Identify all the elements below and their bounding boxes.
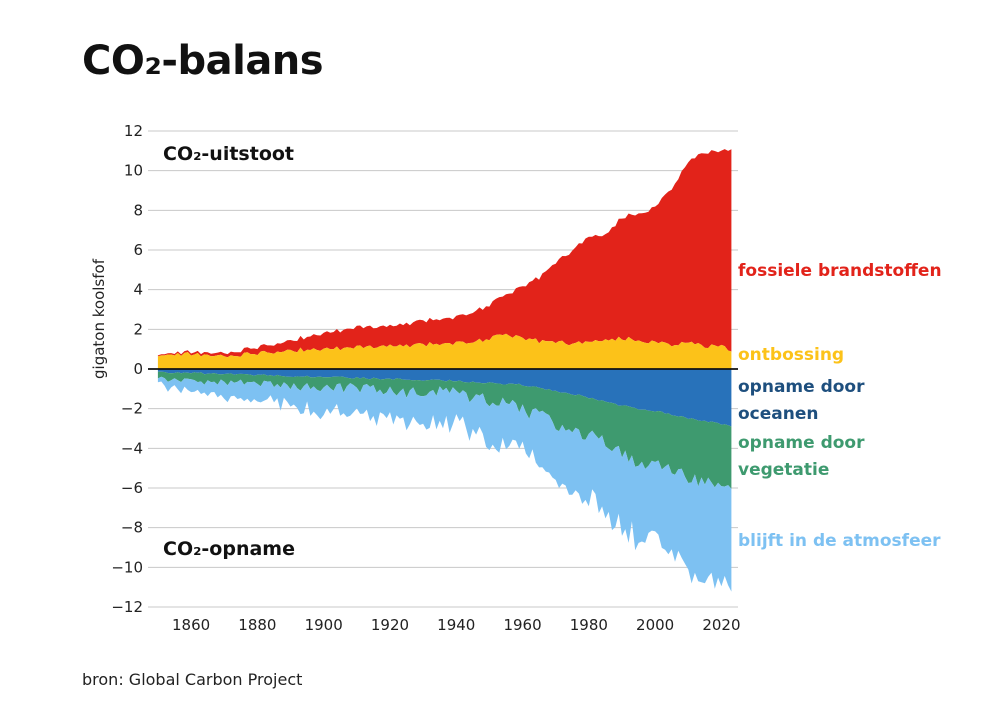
- y-tick-label: 2: [133, 320, 143, 338]
- y-tick-label: 10: [124, 162, 143, 180]
- y-tick-label: −2: [121, 400, 143, 418]
- x-tick-label: 1880: [238, 616, 276, 634]
- y-tick-label: −4: [121, 439, 143, 457]
- y-tick-label: 12: [124, 122, 143, 140]
- y-tick-label: −6: [121, 479, 143, 497]
- x-tick-label: 1960: [503, 616, 541, 634]
- area-blijft-in-de-atmosfeer: [157, 376, 732, 592]
- y-tick-label: 6: [133, 241, 143, 259]
- legend-label-blijft-in-de-atmosfeer: blijft in de atmosfeer: [738, 531, 941, 551]
- legend-label-ontbossing: ontbossing: [738, 345, 844, 365]
- legend-label-opname-door-oceanen: opname door oceanen: [738, 377, 865, 424]
- y-tick-label: −8: [121, 519, 143, 537]
- x-tick-label: 1920: [371, 616, 409, 634]
- legend-label-fossiele-brandstoffen: fossiele brandstoffen: [738, 261, 942, 281]
- x-tick-label: 1980: [570, 616, 608, 634]
- area-layer: [157, 149, 732, 592]
- y-tick-label: −12: [111, 598, 143, 616]
- area-opname-door-vegetatie: [157, 371, 732, 489]
- x-tick-label: 2020: [702, 616, 740, 634]
- emission-panel-label: CO₂-uitstoot: [163, 143, 294, 165]
- x-tick-label: 2000: [636, 616, 674, 634]
- y-axis-label: gigaton koolsfof: [90, 258, 108, 379]
- axes: 12 10 8 6 4 2 0 −2 −4 −6 −8 −10 −12 1860 1880 1900 1920 1…: [90, 122, 741, 634]
- area-fossiele-brandstoffen: [157, 149, 732, 358]
- y-tick-label: −10: [111, 558, 143, 576]
- chart-title: CO₂-balans: [82, 38, 324, 84]
- x-tick-label: 1940: [437, 616, 475, 634]
- y-tick-label: 8: [133, 201, 143, 219]
- source-note: bron: Global Carbon Project: [82, 670, 303, 689]
- area-ontbossing: [157, 333, 732, 369]
- y-tick-label: 4: [133, 281, 143, 299]
- legend-label-opname-door-vegetatie: opname door vegetatie: [738, 433, 865, 480]
- uptake-panel-label: CO₂-opname: [163, 538, 295, 560]
- x-tick-label: 1900: [305, 616, 343, 634]
- area-opname-door-oceanen: [157, 369, 732, 427]
- x-tick-label: 1860: [172, 616, 210, 634]
- labels: CO₂-uitstoot CO₂-opname fossiele brandstof…: [163, 143, 942, 560]
- y-tick-label: 0: [133, 360, 143, 378]
